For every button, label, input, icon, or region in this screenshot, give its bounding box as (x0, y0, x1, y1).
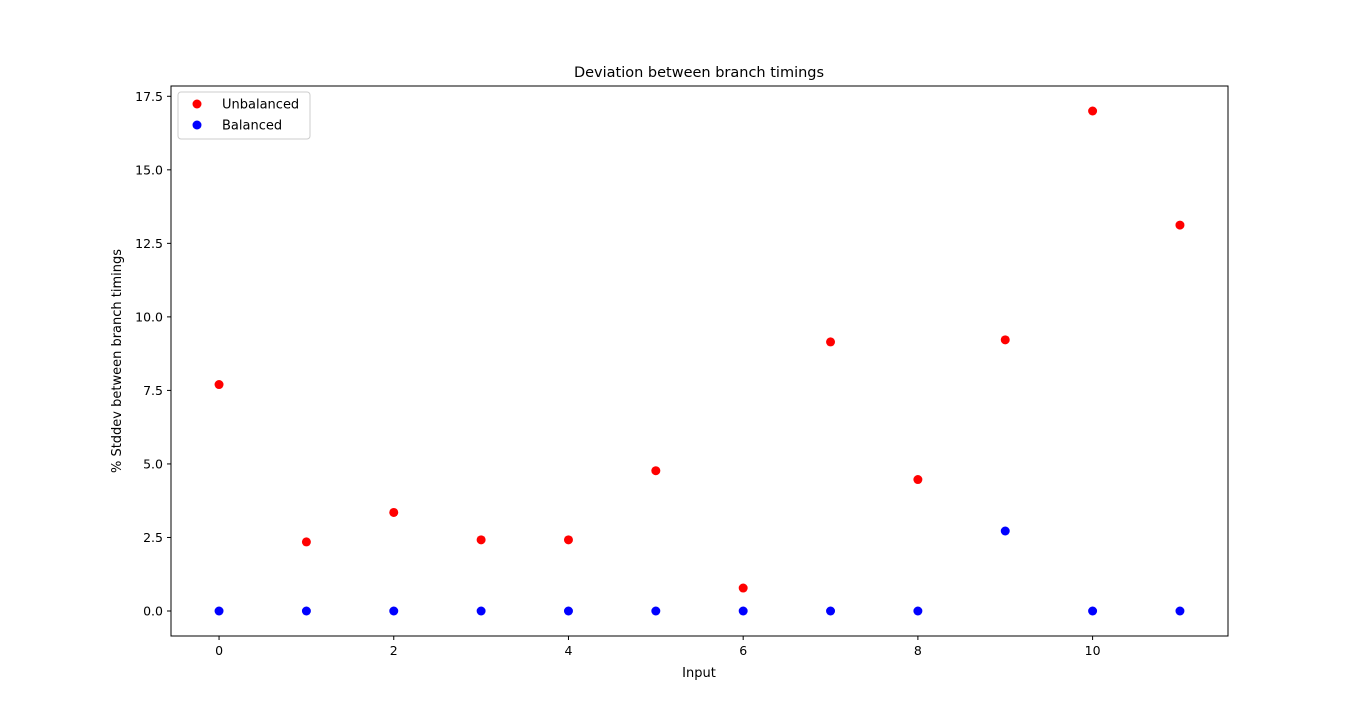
plot-area (171, 86, 1228, 636)
point-unbalanced (826, 337, 836, 347)
y-axis-label: % Stddev between branch timings (110, 249, 125, 473)
point-unbalanced (913, 475, 923, 485)
legend-marker-unbalanced (192, 99, 202, 109)
plot-frame (170, 85, 1229, 637)
point-unbalanced (214, 380, 224, 390)
x-tick-label: 0 (215, 643, 223, 658)
data-points (214, 106, 1185, 616)
point-balanced (301, 606, 311, 616)
legend-label-balanced: Balanced (222, 119, 282, 134)
point-balanced (563, 606, 573, 616)
legend-box (177, 91, 311, 140)
x-tick-label: 4 (564, 643, 572, 658)
y-tick-label: 2.5 (143, 530, 163, 545)
point-balanced (651, 606, 661, 616)
point-balanced (389, 606, 399, 616)
y-tick-label: 12.5 (135, 236, 163, 251)
y-tick-label: 5.0 (143, 456, 163, 471)
point-balanced (1000, 526, 1010, 536)
y-axis-ticks: 0.0 2.5 5.0 7.5 10.0 12.5 15.0 17.5 (135, 89, 171, 619)
legend: Unbalanced Balanced (177, 91, 311, 140)
legend-label-unbalanced: Unbalanced (222, 98, 299, 113)
point-unbalanced (563, 535, 573, 545)
point-balanced (1088, 606, 1098, 616)
point-unbalanced (738, 583, 748, 593)
point-balanced (738, 606, 748, 616)
point-unbalanced (476, 535, 486, 545)
y-tick-label: 15.0 (135, 162, 163, 177)
point-unbalanced (389, 507, 399, 517)
y-tick-label: 10.0 (135, 309, 163, 324)
point-unbalanced (1000, 335, 1010, 345)
point-balanced (913, 606, 923, 616)
x-axis-label: Input (682, 666, 716, 681)
y-tick-label: 7.5 (143, 383, 163, 398)
x-axis-ticks: 0 2 4 6 8 10 (215, 636, 1101, 658)
point-unbalanced (651, 466, 661, 476)
point-unbalanced (301, 537, 311, 547)
x-tick-label: 8 (914, 643, 922, 658)
point-balanced (1175, 606, 1185, 616)
chart-title: Deviation between branch timings (574, 65, 824, 81)
y-tick-label: 0.0 (143, 604, 163, 619)
y-tick-label: 17.5 (135, 89, 163, 104)
legend-marker-balanced (192, 120, 202, 130)
point-balanced (214, 606, 224, 616)
point-unbalanced (1088, 106, 1098, 116)
x-tick-label: 2 (390, 643, 398, 658)
x-tick-label: 6 (739, 643, 747, 658)
point-unbalanced (1175, 220, 1185, 230)
x-tick-label: 10 (1085, 643, 1101, 658)
point-balanced (476, 606, 486, 616)
point-balanced (826, 606, 836, 616)
